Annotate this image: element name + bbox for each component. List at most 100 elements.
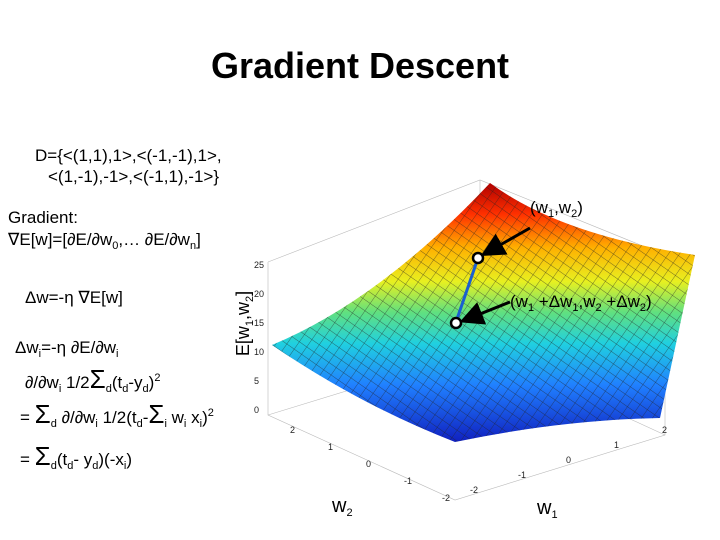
text-part: d — [67, 460, 74, 472]
w2-axis-label: w2 — [332, 495, 353, 519]
text-part: 2 — [207, 407, 214, 419]
gradient-formula: ∇E[w]=[∂E/∂w0,… ∂E/∂wn] — [8, 230, 201, 252]
update-rule: Δw=-η ∇E[w] — [25, 288, 123, 307]
text-part: i — [123, 460, 127, 472]
arrow — [480, 226, 531, 256]
text-part: x — [186, 408, 200, 427]
component-update: Δwi=-η ∂E/∂wi — [15, 338, 118, 360]
text-part: =-η ∂E/∂w — [41, 338, 116, 357]
text-part: (w — [510, 292, 528, 311]
text-part: ) — [577, 198, 583, 217]
text-part: 2 — [595, 302, 602, 314]
derivation: = Σd(td- yd)(-xi) — [20, 443, 132, 472]
w1-tick-label: -2 — [470, 485, 479, 495]
text-part: Σ — [34, 399, 51, 429]
w1-tick-label: 1 — [614, 440, 620, 450]
text-part: 1 — [572, 302, 579, 314]
text-part: i — [58, 383, 62, 395]
text-part: i — [116, 348, 119, 360]
text-part: Σ — [34, 441, 51, 471]
text-part: i — [164, 418, 167, 430]
w2-tick-label: -1 — [404, 476, 413, 486]
derivation: ∂/∂wi 1/2Σd(td-yd)2 — [25, 366, 161, 395]
w1-tick-label: 0 — [566, 455, 572, 465]
text-part: i — [95, 418, 98, 430]
text-part: ∂/∂w — [25, 373, 59, 392]
text-part: (w — [530, 198, 548, 217]
w1-tick-label: -1 — [518, 470, 527, 480]
title: Gradient Descent — [210, 45, 510, 86]
w1-axis-label: w1 — [537, 497, 558, 521]
text-part: ∂/∂w — [56, 408, 96, 427]
next-point-label: (w1 +Δw1,w2 +Δw2) — [510, 292, 652, 314]
text-part: -y — [128, 373, 143, 392]
text-part: ,w — [554, 198, 572, 217]
text-part: n — [189, 240, 197, 252]
text-part: 1 — [551, 509, 558, 521]
text-part: d — [50, 418, 57, 430]
text-part: w — [537, 497, 552, 519]
text-part: 0 — [112, 240, 119, 252]
text-part: ) — [126, 450, 132, 469]
z-axis-label: E[w1,w2] — [233, 291, 256, 356]
next-point — [449, 316, 463, 330]
text-part: i — [38, 348, 42, 360]
text-part: E[w — [233, 326, 254, 357]
dataset-line: D={<(1,1),1>,<(-1,-1),1>, — [35, 146, 222, 165]
text-part: ) — [202, 408, 208, 427]
text-part: i — [199, 418, 203, 430]
text-part: - y — [73, 450, 93, 469]
arrow — [459, 300, 511, 325]
text-part: Δw — [15, 338, 39, 357]
text-part: ,w — [233, 302, 254, 320]
text-part: ∇E[w]=[∂E/∂w — [8, 230, 113, 249]
z-tick-label: 5 — [254, 376, 260, 386]
gradient-label: Gradient: — [8, 208, 78, 227]
text-part: 1 — [527, 302, 535, 314]
start-point-label: (w1,w2) — [530, 198, 583, 220]
text-part: +Δw — [601, 292, 640, 311]
text-part: 2 — [571, 208, 578, 220]
w2-tick-label: 2 — [290, 425, 296, 435]
text-part: w — [332, 495, 347, 517]
z-tick-label: 20 — [254, 289, 265, 299]
w2-tick-label: -2 — [442, 493, 451, 503]
text-part: 2 — [639, 302, 647, 314]
text-part: 2 — [154, 372, 161, 384]
text-part: - — [142, 408, 149, 427]
dataset-line: <(1,-1),-1>,<(-1,1),-1>} — [48, 167, 220, 186]
w2-tick-label: 1 — [328, 442, 334, 452]
derivation: = Σd ∂/∂wi 1/2(td-Σi wi xi)2 — [20, 401, 214, 430]
text-part: +Δw — [534, 292, 573, 311]
text-part: 1 — [547, 208, 555, 220]
text-part: d — [122, 383, 129, 395]
w2-tick-label: 0 — [366, 459, 372, 469]
text-part: ) — [148, 373, 155, 392]
text-part: (t — [111, 373, 123, 392]
w1-tick-label: 2 — [662, 425, 668, 435]
text-part: Σ — [148, 399, 165, 429]
text-part: i — [183, 418, 187, 430]
z-tick-label: 0 — [254, 405, 260, 415]
z-tick-label: 15 — [254, 318, 265, 328]
text-part: d — [50, 460, 57, 472]
text-part: d — [92, 460, 99, 472]
text-part: 1/2(t — [97, 408, 137, 427]
text-part: ] — [196, 230, 201, 249]
text-part: w — [166, 408, 184, 427]
start-point — [471, 251, 485, 265]
text-part: 1/2 — [61, 373, 90, 392]
text-part: ,w — [578, 292, 596, 311]
text-part: )(-x — [98, 450, 124, 469]
text-part: ,… ∂E/∂w — [118, 230, 190, 249]
z-tick-label: 25 — [254, 260, 265, 270]
text-part: (t — [56, 450, 68, 469]
text-part: d — [136, 418, 143, 430]
text-part: Σ — [89, 364, 106, 394]
text-part: d — [142, 383, 149, 395]
text-part: ] — [233, 290, 254, 296]
text-part: 2 — [346, 507, 353, 519]
text-part: d — [105, 383, 112, 395]
